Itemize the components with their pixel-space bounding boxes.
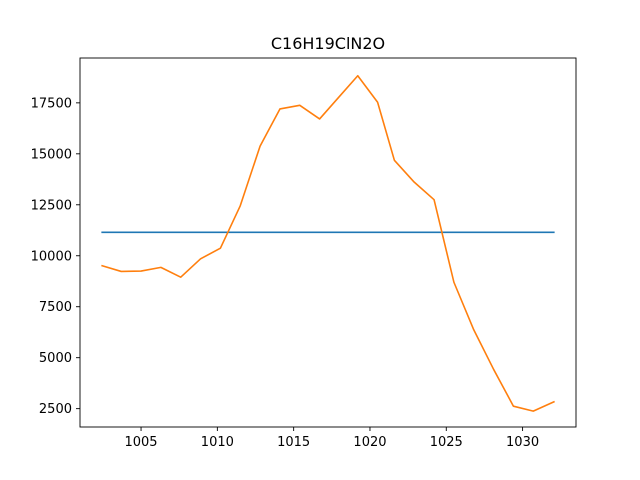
x-tick-label: 1030 xyxy=(506,435,539,450)
y-tick-label: 2500 xyxy=(39,402,72,417)
x-tick-label: 1015 xyxy=(277,435,310,450)
x-tick-label: 1020 xyxy=(353,435,386,450)
x-tick-label: 1010 xyxy=(201,435,234,450)
y-tick-label: 10000 xyxy=(31,249,72,264)
y-tick-label: 15000 xyxy=(31,147,72,162)
y-tick-label: 12500 xyxy=(31,198,72,213)
y-tick-label: 17500 xyxy=(31,96,72,111)
axes-layer: 1005 1010 1015 1020 1025 1030 2500 5000 7500 1000… xyxy=(31,57,577,450)
x-tick-label: 1005 xyxy=(124,435,157,450)
series-line-1 xyxy=(101,74,555,412)
chart-title: C16H19ClN2O xyxy=(271,34,385,53)
y-tick-label: 5000 xyxy=(39,351,72,366)
series-layer xyxy=(101,74,555,412)
x-tick-label: 1025 xyxy=(430,435,463,450)
plot-frame xyxy=(79,57,577,428)
y-tick-label: 7500 xyxy=(39,300,72,315)
